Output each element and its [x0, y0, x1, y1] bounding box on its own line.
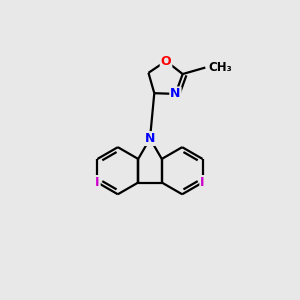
Text: I: I: [200, 176, 205, 189]
Text: O: O: [161, 55, 171, 68]
Text: CH₃: CH₃: [208, 61, 232, 74]
Text: I: I: [95, 176, 100, 189]
Text: N: N: [170, 87, 181, 101]
Text: N: N: [145, 132, 155, 145]
